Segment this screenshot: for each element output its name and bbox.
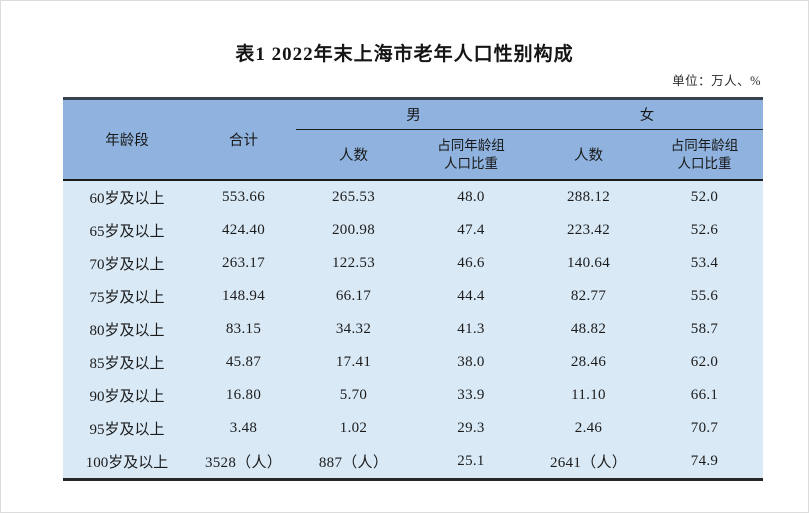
cell-age: 80岁及以上: [89, 323, 165, 339]
table-header: 年龄段 合计 男 女 人数 占同年龄组 人口比重 人数 占同年龄组 人口比重: [63, 100, 763, 181]
cell-age: 85岁及以上: [89, 356, 165, 372]
cell-female-count: 28.46: [570, 354, 607, 370]
cell-female-count: 82.77: [570, 288, 607, 304]
table-row: 65岁及以上 424.40 200.98 47.4 223.42 52.6: [63, 214, 763, 247]
cell-male-count: 265.53: [331, 189, 376, 205]
cell-female-count: 140.64: [566, 255, 611, 271]
header-male-count: 人数: [339, 148, 368, 164]
table-row: 60岁及以上 553.66 265.53 48.0 288.12 52.0: [63, 181, 763, 214]
header-male: 男: [296, 100, 531, 130]
cell-age: 90岁及以上: [89, 389, 165, 405]
cell-age: 75岁及以上: [89, 290, 165, 306]
cell-total: 424.40: [221, 222, 266, 238]
cell-female-count: 288.12: [566, 189, 611, 205]
cell-male-pct: 38.0: [457, 354, 485, 370]
header-female-count: 人数: [574, 148, 603, 164]
cell-male-count: 5.70: [339, 387, 368, 403]
table-row: 85岁及以上 45.87 17.41 38.0 28.46 62.0: [63, 346, 763, 379]
cell-female-pct: 53.4: [690, 255, 719, 271]
cell-total: 83.15: [225, 321, 262, 337]
cell-female-pct: 52.6: [690, 222, 719, 238]
cell-total: 553.66: [221, 189, 266, 205]
cell-female-count: 48.82: [570, 321, 607, 337]
cell-male-pct: 29.3: [457, 420, 485, 436]
cell-female-pct: 70.7: [690, 420, 719, 436]
table-row: 70岁及以上 263.17 122.53 46.6 140.64 53.4: [63, 247, 763, 280]
cell-male-count: 17.41: [335, 354, 372, 370]
cell-age: 100岁及以上: [85, 455, 169, 471]
cell-age: 70岁及以上: [89, 257, 165, 273]
header-male-share: 占同年龄组 人口比重: [411, 130, 531, 179]
population-table: 年龄段 合计 男 女 人数 占同年龄组 人口比重 人数 占同年龄组 人口比重: [63, 97, 763, 481]
header-age-group: 年龄段: [105, 133, 149, 149]
cell-male-count: 34.32: [335, 321, 372, 337]
header-share-line1: 占同年龄组: [670, 137, 739, 153]
cell-total: 148.94: [221, 288, 266, 304]
header-female-share: 占同年龄组 人口比重: [646, 130, 763, 179]
table-body: 60岁及以上 553.66 265.53 48.0 288.12 52.0 65…: [63, 181, 763, 478]
cell-total: 3528（人）: [204, 455, 283, 471]
cell-total: 263.17: [221, 255, 266, 271]
cell-male-count: 1.02: [339, 420, 368, 436]
cell-male-count: 66.17: [335, 288, 372, 304]
cell-age: 95岁及以上: [89, 422, 165, 438]
cell-total: 3.48: [229, 420, 258, 436]
cell-female-pct: 58.7: [690, 321, 719, 337]
page-title: 表1 2022年末上海市老年人口性别构成: [235, 44, 574, 65]
cell-female-pct: 74.9: [690, 453, 719, 469]
cell-total: 45.87: [225, 354, 262, 370]
header-female: 女: [531, 100, 763, 130]
cell-female-pct: 62.0: [690, 354, 719, 370]
cell-male-pct: 33.9: [457, 387, 485, 403]
cell-male-pct: 47.4: [457, 222, 485, 238]
cell-total: 16.80: [225, 387, 262, 403]
cell-male-pct: 25.1: [457, 453, 485, 469]
cell-female-pct: 52.0: [690, 189, 719, 205]
cell-female-pct: 55.6: [690, 288, 719, 304]
cell-male-count: 887（人）: [318, 455, 389, 471]
table-row: 75岁及以上 148.94 66.17 44.4 82.77 55.6: [63, 280, 763, 313]
cell-female-pct: 66.1: [690, 387, 719, 403]
cell-male-pct: 48.0: [457, 189, 485, 205]
cell-female-count: 2.46: [574, 420, 603, 436]
unit-note: 单位：万人、%: [672, 74, 761, 88]
cell-female-count: 11.10: [571, 387, 606, 403]
header-share-line1: 占同年龄组: [437, 137, 505, 153]
cell-female-count: 223.42: [566, 222, 611, 238]
cell-male-pct: 46.6: [457, 255, 485, 271]
cell-female-count: 2641（人）: [549, 455, 628, 471]
header-total: 合计: [229, 133, 258, 149]
cell-age: 60岁及以上: [89, 191, 165, 207]
table-row: 90岁及以上 16.80 5.70 33.9 11.10 66.1: [63, 379, 763, 412]
cell-male-count: 200.98: [331, 222, 376, 238]
header-share-line2: 人口比重: [444, 155, 498, 171]
table-row: 80岁及以上 83.15 34.32 41.3 48.82 58.7: [63, 313, 763, 346]
table-row: 100岁及以上 3528（人） 887（人） 25.1 2641（人） 74.9: [63, 445, 763, 478]
cell-age: 65岁及以上: [89, 224, 165, 240]
cell-male-pct: 41.3: [457, 321, 485, 337]
header-share-line2: 人口比重: [677, 155, 732, 171]
cell-male-pct: 44.4: [457, 288, 485, 304]
cell-male-count: 122.53: [331, 255, 376, 271]
table-row: 95岁及以上 3.48 1.02 29.3 2.46 70.7: [63, 412, 763, 445]
